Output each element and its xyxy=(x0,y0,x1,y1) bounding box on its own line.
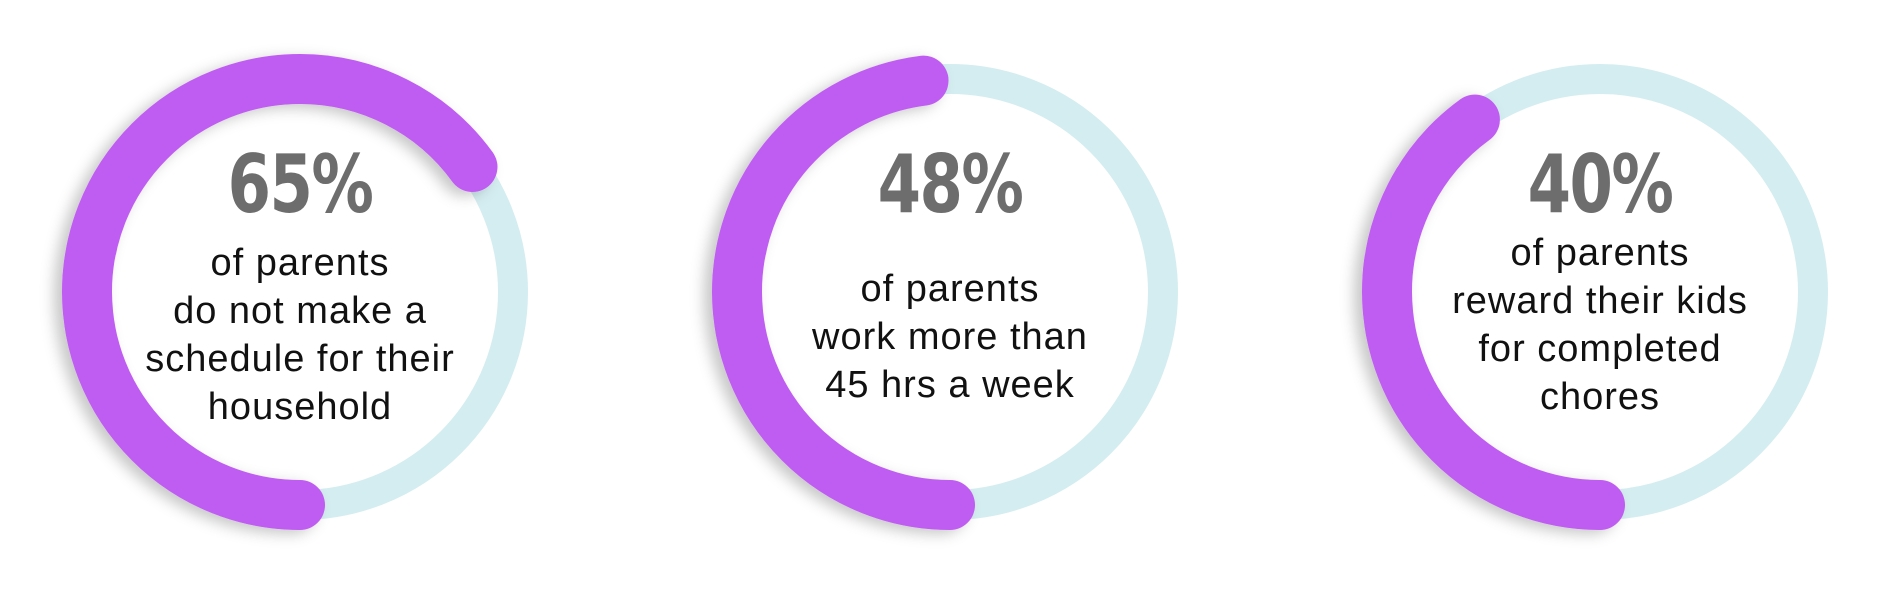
caption-line: do not make a xyxy=(173,290,427,332)
percent-label-2: 40% xyxy=(1527,138,1674,231)
caption-line: household xyxy=(207,386,393,428)
stat-text-1: 48% of parents work more than 45 hrs a w… xyxy=(750,145,1150,409)
donut-value-arc xyxy=(1362,54,1838,530)
caption-line: of parents xyxy=(860,268,1040,310)
caption-line: 45 hrs a week xyxy=(825,364,1075,406)
caption-line: for completed xyxy=(1478,328,1722,370)
stat-text-2: 40% of parents reward their kids for com… xyxy=(1400,145,1800,421)
donut-ring-0 xyxy=(62,54,538,530)
percent-label-1: 48% xyxy=(877,138,1024,231)
caption-line: work more than xyxy=(812,316,1088,358)
caption-2: of parents reward their kids for complet… xyxy=(1400,229,1800,421)
donut-ring-2 xyxy=(1362,54,1838,530)
stat-card-1: 48% of parents work more than 45 hrs a w… xyxy=(650,0,1250,592)
donut-ring-1 xyxy=(712,54,1188,530)
stat-card-2: 40% of parents reward their kids for com… xyxy=(1300,0,1885,592)
stat-text-0: 65% of parents do not make a schedule fo… xyxy=(100,145,500,431)
donut-value-arc xyxy=(62,54,538,530)
donut-value-arc xyxy=(712,54,1188,530)
caption-1: of parents work more than 45 hrs a week xyxy=(750,265,1150,409)
caption-line: reward their kids xyxy=(1452,280,1748,322)
caption-line: chores xyxy=(1539,376,1661,418)
stat-card-0: 65% of parents do not make a schedule fo… xyxy=(0,0,600,592)
caption-line: schedule for their xyxy=(145,338,455,380)
caption-0: of parents do not make a schedule for th… xyxy=(100,239,500,431)
percent-label-0: 65% xyxy=(227,138,374,231)
caption-line: of parents xyxy=(210,242,390,284)
caption-line: of parents xyxy=(1510,232,1690,274)
